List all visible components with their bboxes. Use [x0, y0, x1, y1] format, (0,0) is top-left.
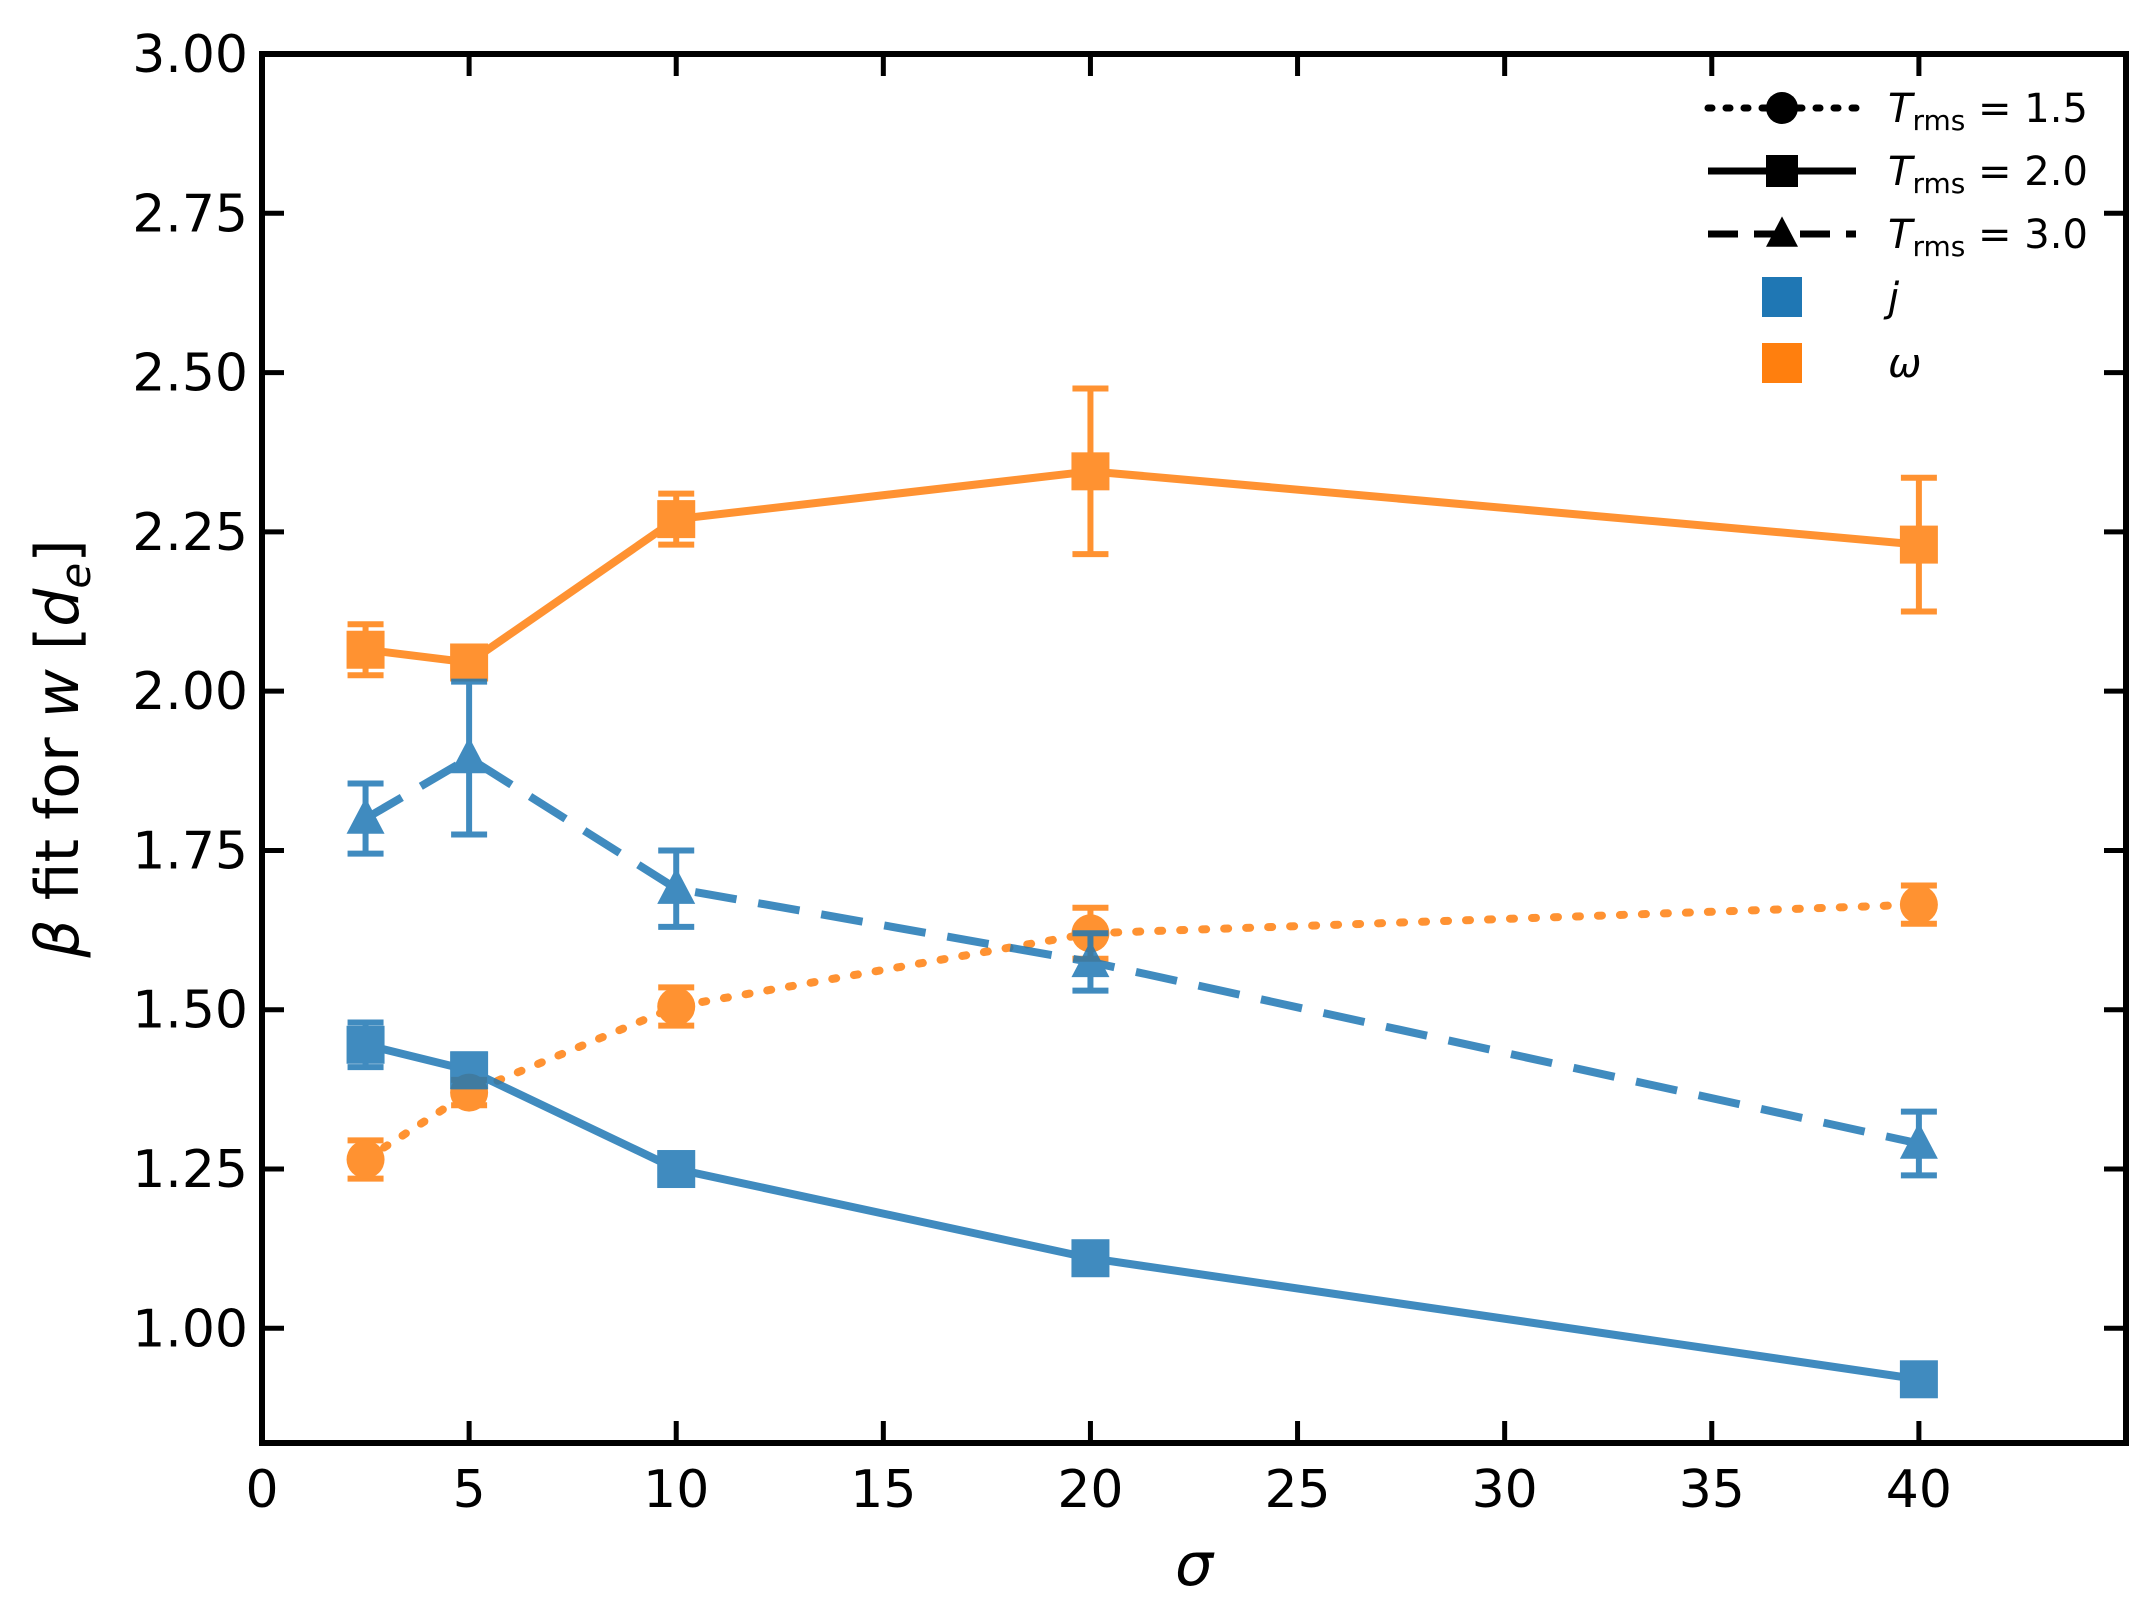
data-point: [657, 867, 696, 904]
data-point: [450, 1051, 489, 1090]
data-point: [450, 737, 489, 774]
data-point: [450, 643, 489, 682]
data-point: [657, 500, 696, 539]
x-tick-label: 5: [453, 1460, 486, 1520]
legend-label-value: = 1.5: [1965, 86, 2088, 132]
data-point: [1899, 885, 1938, 924]
x-tick-label: 40: [1886, 1460, 1952, 1520]
data-point: [346, 797, 385, 834]
legend-label: j: [1883, 275, 1900, 321]
legend-label-sub: rms: [1912, 104, 1965, 137]
x-axis-title: σ: [1175, 1530, 1215, 1600]
x-tick-label: 10: [643, 1460, 709, 1520]
plot-frame: [259, 51, 2129, 1446]
y-tick-label: 2.50: [132, 344, 248, 404]
y-axis-title-text: fit for: [23, 718, 93, 919]
series-group: [346, 678, 1938, 1179]
x-tick-label: 35: [1679, 1460, 1745, 1520]
y-axis-title-unit-close: ]: [23, 539, 93, 562]
ticks-layer: 0 5 10 15 20 25 30 35 40 1.00 1.25 1.50 1.75 2.00 2.25…: [132, 25, 2126, 1520]
legend-color-swatch: [1762, 277, 1802, 317]
y-axis-title-unit-sub: e: [51, 563, 100, 589]
legend-label-sub: rms: [1912, 167, 1965, 200]
legend-label-value: = 2.0: [1965, 149, 2088, 195]
data-point: [657, 987, 696, 1026]
legend-color-swatch: [1762, 343, 1802, 383]
x-tick-label: 0: [245, 1460, 278, 1520]
data-point: [346, 630, 385, 669]
y-tick-label: 2.00: [132, 662, 248, 722]
y-axis-title-prefix: β: [23, 919, 93, 958]
legend-label-sub: rms: [1912, 230, 1965, 263]
y-axis-title: β fit for w [de]: [23, 539, 100, 958]
legend-label-value: = 3.0: [1965, 212, 2088, 258]
legend-marker-sample: [1766, 92, 1798, 124]
data-point: [657, 1150, 696, 1189]
series-layer: [346, 385, 1938, 1399]
legend-label-base: T: [1888, 86, 1916, 132]
legend-marker-sample: [1766, 155, 1798, 187]
legend-label: Trms = 2.0: [1888, 149, 2088, 200]
legend-label: ω: [1888, 341, 1922, 387]
data-point: [1071, 941, 1110, 978]
legend-marker-sample: [1766, 216, 1798, 247]
legend-label-base: T: [1888, 149, 1916, 195]
y-axis-title-var: w: [23, 668, 93, 718]
data-point: [1071, 452, 1110, 491]
series-line: [363, 753, 1920, 1148]
x-tick-label: 20: [1057, 1460, 1123, 1520]
data-point: [1071, 1239, 1110, 1278]
x-tick-label: 30: [1472, 1460, 1538, 1520]
y-tick-label: 1.00: [132, 1299, 248, 1359]
legend-label-base: T: [1888, 212, 1916, 258]
legend-label: Trms = 3.0: [1888, 212, 2088, 263]
data-point: [1899, 1360, 1938, 1399]
data-point: [1899, 1122, 1938, 1159]
series-group: [346, 1019, 1938, 1399]
data-point: [346, 1025, 385, 1064]
series-group: [346, 385, 1938, 682]
y-tick-label: 1.75: [132, 821, 248, 881]
y-tick-label: 1.50: [132, 981, 248, 1041]
y-tick-label: 2.75: [132, 184, 248, 244]
data-point: [346, 1140, 385, 1179]
y-tick-label: 1.25: [132, 1140, 248, 1200]
y-axis-title-unit-var: d: [23, 588, 93, 627]
x-tick-label: 25: [1264, 1460, 1330, 1520]
y-tick-label: 3.00: [132, 25, 248, 85]
legend-label: Trms = 1.5: [1888, 86, 2088, 137]
data-point: [1899, 525, 1938, 564]
y-tick-label: 2.25: [132, 503, 248, 563]
y-axis-title-unit-open: [: [23, 627, 93, 669]
x-tick-label: 15: [850, 1460, 916, 1520]
